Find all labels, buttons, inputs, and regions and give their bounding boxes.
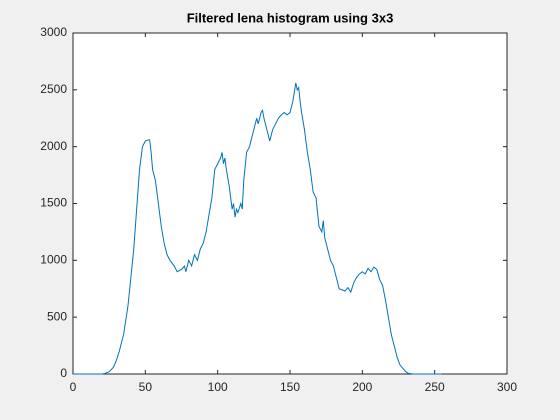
x-tick-label: 200: [352, 380, 372, 394]
x-tick-label: 150: [280, 380, 300, 394]
x-tick-label: 50: [139, 380, 153, 394]
y-tick-label: 2500: [40, 82, 67, 96]
y-tick-label: 3000: [40, 25, 67, 39]
x-tick-label: 250: [425, 380, 445, 394]
y-tick-label: 0: [60, 366, 67, 380]
y-tick-label: 2000: [40, 139, 67, 153]
y-tick-label: 500: [47, 309, 67, 323]
data-line: [73, 82, 442, 375]
y-tick-label: 1500: [40, 196, 67, 210]
chart-title: Filtered lena histogram using 3x3: [187, 10, 394, 25]
x-tick-label: 100: [208, 380, 228, 394]
plot-area: [72, 32, 508, 375]
y-tick-label: 1000: [40, 253, 67, 267]
x-tick-label: 300: [497, 380, 517, 394]
x-tick-label: 0: [70, 380, 77, 394]
